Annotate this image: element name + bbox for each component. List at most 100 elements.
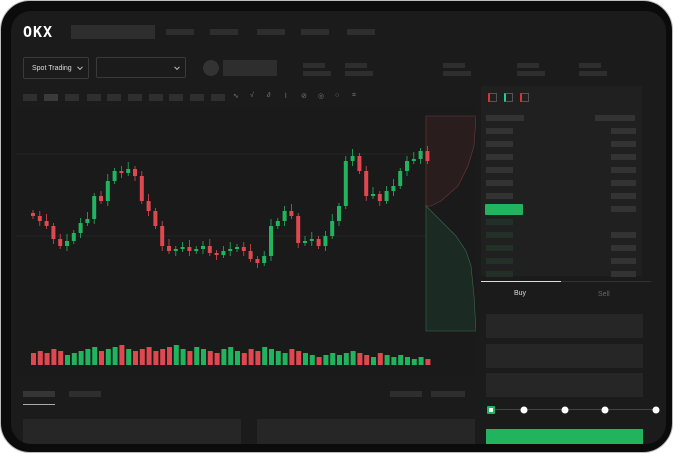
- candle-down: [119, 171, 124, 173]
- candle-up: [343, 161, 348, 206]
- candle-up: [411, 159, 416, 161]
- spot-trading-dropdown[interactable]: Spot Trading: [23, 57, 89, 79]
- crop-icon[interactable]: ⌗: [352, 92, 356, 99]
- total-input[interactable]: [486, 373, 643, 397]
- volume-bar: [248, 349, 254, 365]
- candle-down: [167, 246, 171, 251]
- candle-down: [289, 211, 294, 216]
- candle-down: [58, 239, 63, 246]
- orderbook-size: [611, 258, 636, 264]
- chevron-down-icon: [77, 64, 83, 71]
- timeframe-button[interactable]: [190, 94, 204, 101]
- volume-bar: [71, 353, 77, 365]
- both-sides-icon[interactable]: [488, 93, 497, 102]
- amount-slider[interactable]: [491, 409, 656, 410]
- orders-panel: [257, 419, 475, 444]
- last-price: [485, 204, 523, 215]
- timeframe-button[interactable]: [149, 94, 163, 101]
- nav-item[interactable]: [166, 29, 194, 35]
- stat-value: [579, 71, 607, 76]
- candle-up: [85, 219, 90, 223]
- volume-bar: [194, 347, 200, 365]
- candle-up: [228, 249, 233, 251]
- orderbook-size: [611, 193, 636, 199]
- nav-item[interactable]: [210, 29, 238, 35]
- candle-up: [235, 247, 239, 249]
- candle-up: [180, 247, 185, 249]
- filter-button[interactable]: [431, 391, 465, 397]
- nav-item[interactable]: [301, 29, 329, 35]
- slider-mark[interactable]: [561, 406, 569, 414]
- amount-input[interactable]: [486, 344, 643, 368]
- bids-only-icon[interactable]: [504, 93, 513, 102]
- candlestick-chart[interactable]: [16, 106, 476, 376]
- nav-item[interactable]: [257, 29, 285, 35]
- timeframe-button[interactable]: [169, 94, 183, 101]
- buy-tab[interactable]: Buy: [514, 290, 527, 297]
- chevron-down-icon: [174, 63, 180, 70]
- search-bar[interactable]: [71, 25, 155, 39]
- volume-bar: [269, 349, 274, 365]
- timeframe-button[interactable]: [211, 94, 225, 101]
- candle-up: [173, 249, 178, 251]
- stat-value: [345, 71, 373, 76]
- volume-bar: [126, 349, 132, 365]
- volume-bar: [119, 345, 125, 365]
- volume-bar: [214, 353, 220, 365]
- slider-mark[interactable]: [520, 406, 528, 414]
- bid-depth-area: [425, 205, 476, 332]
- line-tool-icon[interactable]: ∿: [233, 93, 239, 100]
- timeframe-button[interactable]: [87, 94, 101, 101]
- volume-bar: [282, 353, 288, 365]
- volume-bar: [78, 351, 84, 365]
- volume-bar: [31, 353, 36, 365]
- candle-up: [275, 221, 280, 226]
- orderbook-size: [611, 180, 636, 186]
- pair-price: [223, 60, 277, 76]
- coin-icon: [203, 60, 219, 76]
- indicator-icon[interactable]: √: [250, 92, 254, 99]
- filter-button[interactable]: [390, 391, 422, 397]
- volume-bar: [337, 355, 342, 365]
- circle-icon[interactable]: ○: [335, 92, 340, 99]
- pair-dropdown[interactable]: [96, 57, 186, 78]
- timeframe-button[interactable]: [107, 94, 121, 101]
- volume-bar: [384, 355, 390, 365]
- timeframe-button[interactable]: [23, 94, 37, 101]
- timeframe-button[interactable]: [65, 94, 79, 101]
- orderbook-size: [611, 232, 636, 238]
- orderbook-size: [611, 245, 636, 251]
- candle-down: [139, 176, 144, 201]
- slider-mark[interactable]: [601, 406, 609, 414]
- okx-logo[interactable]: OKX: [23, 23, 54, 41]
- slider-handle[interactable]: [487, 406, 495, 414]
- buy-button[interactable]: [486, 429, 643, 444]
- candle-up: [371, 194, 375, 196]
- nav-item[interactable]: [347, 29, 375, 35]
- candle-up: [309, 239, 314, 241]
- timeframe-button[interactable]: [44, 94, 58, 101]
- volume-bar: [364, 355, 370, 365]
- asks-only-icon[interactable]: [520, 93, 529, 102]
- slider-mark[interactable]: [652, 406, 660, 414]
- price-input[interactable]: [486, 314, 643, 338]
- formula-icon[interactable]: ∂: [267, 92, 271, 99]
- pencil-icon[interactable]: ⊘: [301, 93, 307, 100]
- orderbook-price: [486, 232, 513, 238]
- volume-bar: [357, 353, 363, 365]
- volume-bar: [146, 347, 152, 365]
- orders-panel: [23, 419, 241, 444]
- tab-open-orders[interactable]: [23, 391, 55, 397]
- sell-tab[interactable]: Sell: [598, 291, 610, 298]
- candle-down: [316, 239, 321, 246]
- timeframe-button[interactable]: [128, 94, 142, 101]
- wave-icon[interactable]: ⌇: [284, 93, 288, 100]
- volume-bar: [391, 357, 397, 365]
- volume-bar: [173, 345, 179, 365]
- volume-bar: [139, 349, 145, 365]
- tab-order-history[interactable]: [69, 391, 101, 397]
- target-icon[interactable]: ◎: [318, 93, 325, 100]
- stat-label: [443, 63, 465, 68]
- spot-trading-label: Spot Trading: [32, 64, 72, 72]
- volume-bar: [323, 355, 329, 365]
